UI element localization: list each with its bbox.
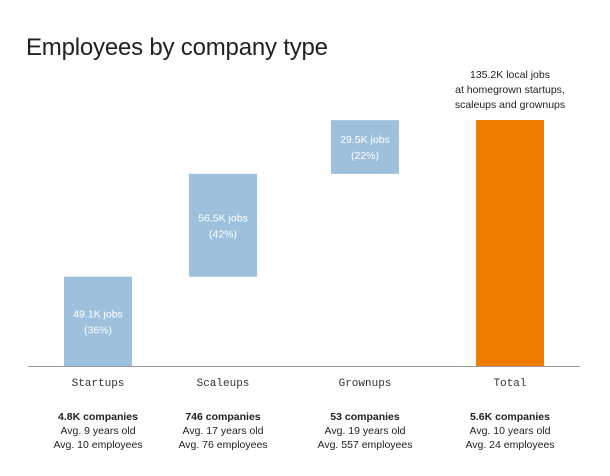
- stats-employees: Avg. 10 employees: [53, 439, 143, 451]
- stats-age: Avg. 10 years old: [469, 425, 551, 437]
- category-label: Total: [493, 378, 526, 390]
- waterfall-chart: 49.1K jobs (36%) Startups 56.5K jobs (42%) Sc…: [28, 69, 580, 390]
- stats-employees: Avg. 557 employees: [317, 439, 413, 451]
- stats-grownups: 53 companies Avg. 19 years old Avg. 557 …: [300, 410, 430, 452]
- stats-age: Avg. 17 years old: [182, 425, 264, 437]
- total-annotation: 135.2K local jobs: [470, 69, 550, 81]
- bar-total: [476, 120, 544, 366]
- stats-companies: 4.8K companies: [58, 411, 138, 423]
- stats-total: 5.6K companies Avg. 10 years old Avg. 24…: [445, 410, 575, 452]
- bar-value-label: (22%): [351, 150, 379, 162]
- bar-scaleups: [189, 173, 257, 277]
- total-annotation: scaleups and grownups: [455, 99, 565, 111]
- chart-title: Employees by company type: [26, 34, 328, 61]
- category-label: Scaleups: [197, 378, 250, 390]
- bar-value-label: 29.5K jobs: [340, 134, 390, 146]
- stats-companies: 746 companies: [185, 411, 261, 423]
- stats-startups: 4.8K companies Avg. 9 years old Avg. 10 …: [33, 410, 163, 452]
- bar-grownups: [331, 120, 399, 174]
- category-label: Startups: [72, 378, 125, 390]
- stats-age: Avg. 19 years old: [324, 425, 406, 437]
- bar-startups: [64, 276, 132, 366]
- stats-age: Avg. 9 years old: [60, 425, 136, 437]
- stats-employees: Avg. 76 employees: [178, 439, 268, 451]
- stats-companies: 5.6K companies: [470, 411, 550, 423]
- bar-value-label: 56.5K jobs: [198, 212, 248, 224]
- stats-scaleups: 746 companies Avg. 17 years old Avg. 76 …: [158, 410, 288, 452]
- bar-value-label: (42%): [209, 228, 237, 240]
- total-annotation: at homegrown startups,: [455, 84, 565, 96]
- stats-employees: Avg. 24 employees: [465, 439, 555, 451]
- stats-companies: 53 companies: [330, 411, 400, 423]
- bar-value-label: 49.1K jobs: [73, 308, 123, 320]
- category-label: Grownups: [339, 378, 392, 390]
- bar-value-label: (36%): [84, 324, 112, 336]
